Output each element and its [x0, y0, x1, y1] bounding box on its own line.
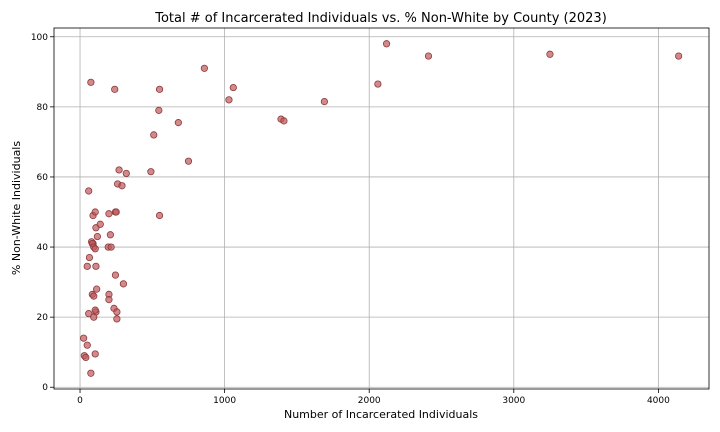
data-point	[85, 310, 93, 318]
data-point	[83, 341, 91, 349]
x-tick-label: 3000	[502, 396, 525, 406]
x-tick-label: 4000	[647, 396, 670, 406]
data-point	[225, 96, 233, 104]
data-point	[382, 40, 391, 48]
data-point	[113, 308, 121, 316]
data-point	[675, 52, 683, 60]
data-point	[118, 182, 126, 190]
data-point	[107, 243, 115, 251]
data-point	[92, 262, 100, 270]
data-point	[280, 117, 288, 125]
data-point	[93, 285, 101, 293]
data-point	[115, 166, 123, 174]
data-point	[111, 85, 119, 93]
data-point	[113, 315, 121, 323]
y-tick-label: 40	[37, 243, 49, 253]
y-axis-label: % Non-White Individuals	[10, 141, 23, 275]
data-point	[91, 208, 99, 216]
data-point	[96, 220, 104, 228]
data-point	[105, 296, 113, 304]
y-tick-label: 0	[42, 383, 48, 393]
data-point	[112, 208, 120, 216]
data-point	[90, 292, 98, 300]
data-point	[90, 313, 98, 321]
data-point	[80, 334, 88, 342]
plot-frame	[53, 27, 710, 390]
data-point	[93, 232, 101, 241]
data-point	[91, 306, 99, 314]
data-point	[155, 211, 164, 220]
data-point	[155, 106, 163, 114]
x-tick-label: 0	[77, 396, 83, 406]
data-point	[83, 262, 91, 270]
x-tick-label: 2000	[358, 396, 381, 406]
data-point	[87, 369, 95, 377]
x-axis-label: Number of Incarcerated Individuals	[284, 408, 478, 421]
data-point	[111, 271, 120, 279]
y-tick-label: 80	[37, 103, 49, 113]
data-point	[200, 64, 208, 72]
data-point	[91, 350, 99, 358]
y-tick-label: 60	[37, 173, 49, 183]
y-tick-label: 20	[37, 313, 49, 323]
data-point	[85, 187, 93, 195]
data-point	[374, 80, 382, 88]
data-point	[174, 119, 182, 127]
data-point	[546, 50, 554, 58]
data-point	[184, 157, 193, 165]
data-point	[147, 168, 155, 176]
data-point	[229, 83, 237, 92]
data-point	[91, 245, 99, 253]
axis-ticks: 0 1000 2000 3000 4000 0 20 40 60 80 100	[31, 33, 670, 406]
grid-lines	[54, 28, 709, 389]
data-point	[155, 85, 164, 93]
x-tick-label: 1000	[213, 396, 236, 406]
data-point	[105, 210, 113, 218]
chart-title: Total # of Incarcerated Individuals vs. …	[154, 11, 607, 26]
data-point	[87, 78, 95, 86]
data-point	[82, 353, 90, 362]
data-point	[150, 131, 158, 139]
data-point	[85, 253, 94, 262]
data-point	[320, 98, 328, 106]
data-points	[80, 40, 683, 377]
data-point	[106, 231, 114, 239]
data-point	[119, 280, 128, 288]
y-tick-label: 100	[31, 33, 48, 43]
data-point	[122, 169, 130, 178]
data-point	[424, 52, 433, 60]
